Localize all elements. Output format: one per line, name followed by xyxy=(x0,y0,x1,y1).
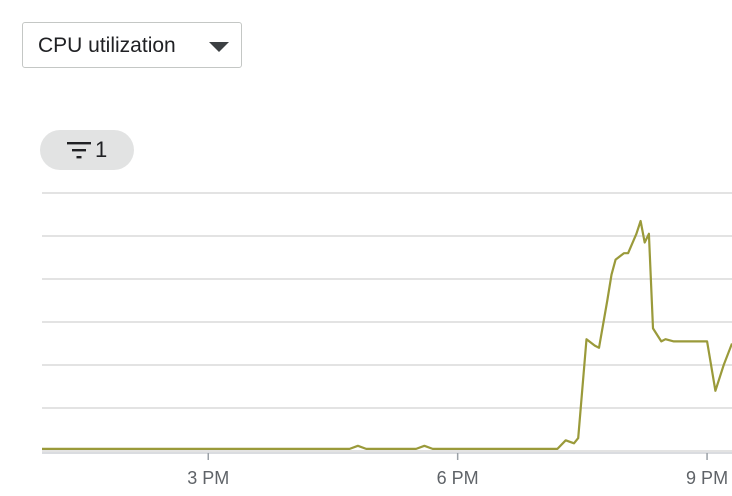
metric-select-dropdown[interactable]: CPU utilization xyxy=(22,22,242,68)
metric-select-label: CPU utilization xyxy=(38,34,176,57)
filter-icon xyxy=(67,142,91,159)
cpu-series-line[interactable] xyxy=(42,219,732,450)
x-tick-label: 3 PM xyxy=(187,468,229,488)
filter-count: 1 xyxy=(95,137,108,162)
dropdown-caret-icon xyxy=(209,42,229,52)
x-tick-label: 9 PM xyxy=(686,468,728,488)
filter-chip[interactable]: 1 xyxy=(40,130,134,170)
x-tick-label: 6 PM xyxy=(437,468,479,488)
